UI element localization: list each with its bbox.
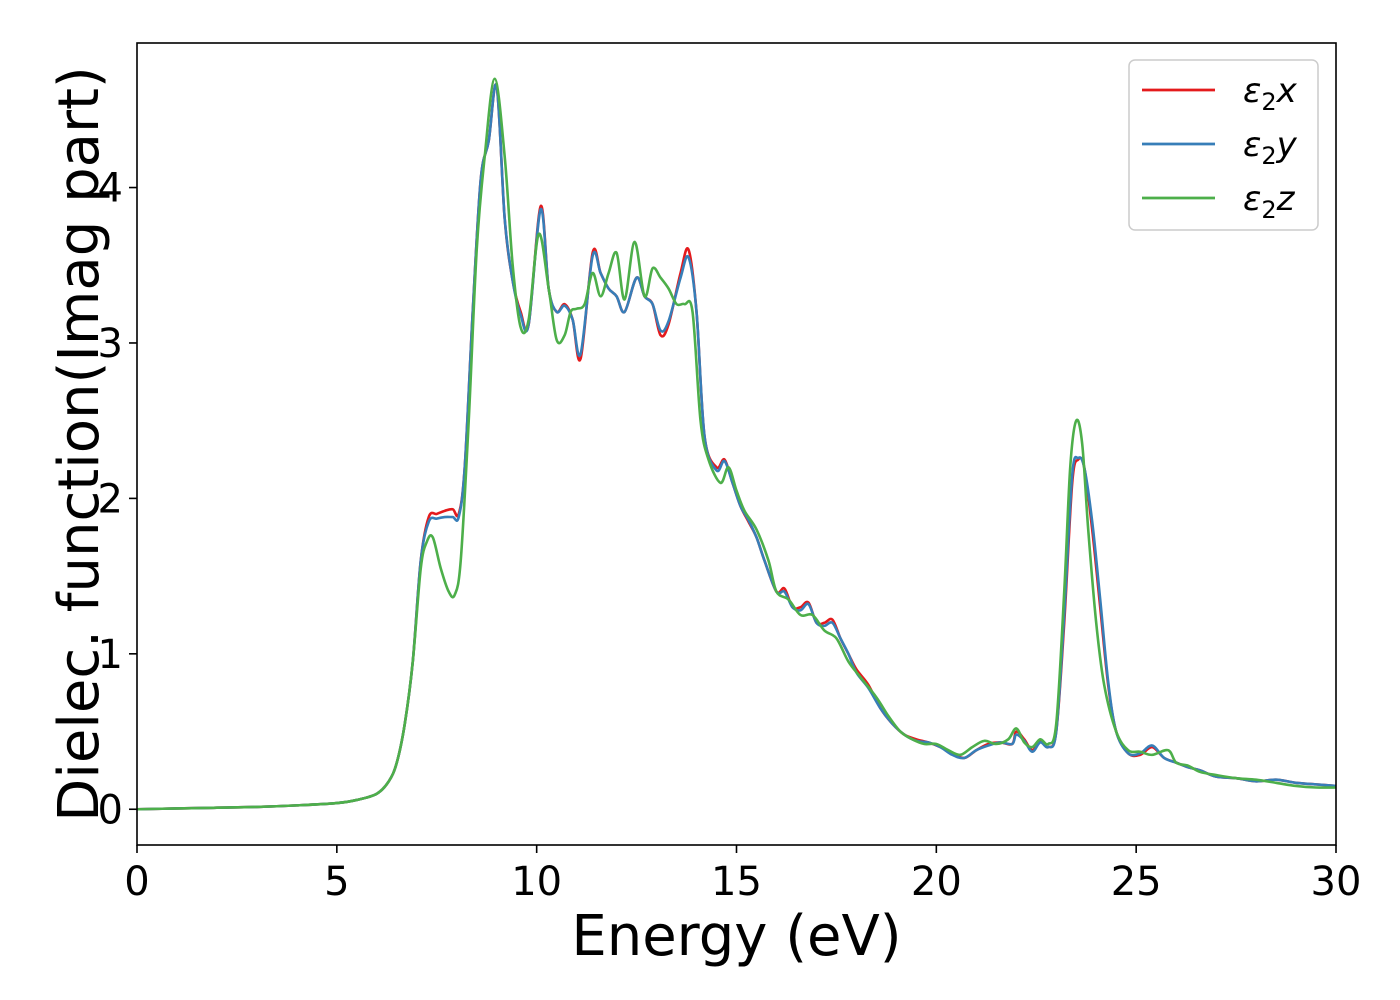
- y-axis-label: Dielec. function(Imag part): [47, 66, 112, 822]
- y-tick-label: 0: [98, 787, 123, 833]
- x-tick-label: 0: [124, 859, 149, 905]
- legend-label: ε2z: [1243, 179, 1296, 224]
- legend-items: ε2x ε2y ε2z: [1142, 71, 1298, 224]
- legend-item-z: ε2z: [1142, 179, 1296, 224]
- y-tick-label: 4: [98, 166, 123, 212]
- y-axis: 0 1 2 3 4: [98, 166, 137, 833]
- x-tick-label: 10: [511, 859, 562, 905]
- x-axis: 0 5 10 15 20 25 30: [124, 845, 1361, 905]
- legend-item-x: ε2x: [1142, 71, 1298, 116]
- series-line-z: [137, 77, 1336, 811]
- x-tick-label: 25: [1111, 859, 1162, 905]
- legend-box: [1128, 59, 1319, 231]
- y-tick-label: 2: [98, 476, 123, 522]
- x-tick-label: 5: [324, 859, 349, 905]
- legend: ε2x ε2y ε2z: [1128, 59, 1319, 231]
- series-layer: [137, 77, 1336, 811]
- y-tick-label: 1: [98, 632, 123, 678]
- legend-label: ε2y: [1243, 125, 1298, 170]
- x-tick-label: 15: [711, 859, 762, 905]
- x-tick-label: 20: [911, 859, 962, 905]
- x-axis-label: Energy (eV): [571, 904, 901, 969]
- legend-item-y: ε2y: [1142, 125, 1298, 170]
- x-tick-label: 30: [1311, 859, 1362, 905]
- y-tick-label: 3: [98, 321, 123, 367]
- legend-label: ε2x: [1243, 71, 1298, 116]
